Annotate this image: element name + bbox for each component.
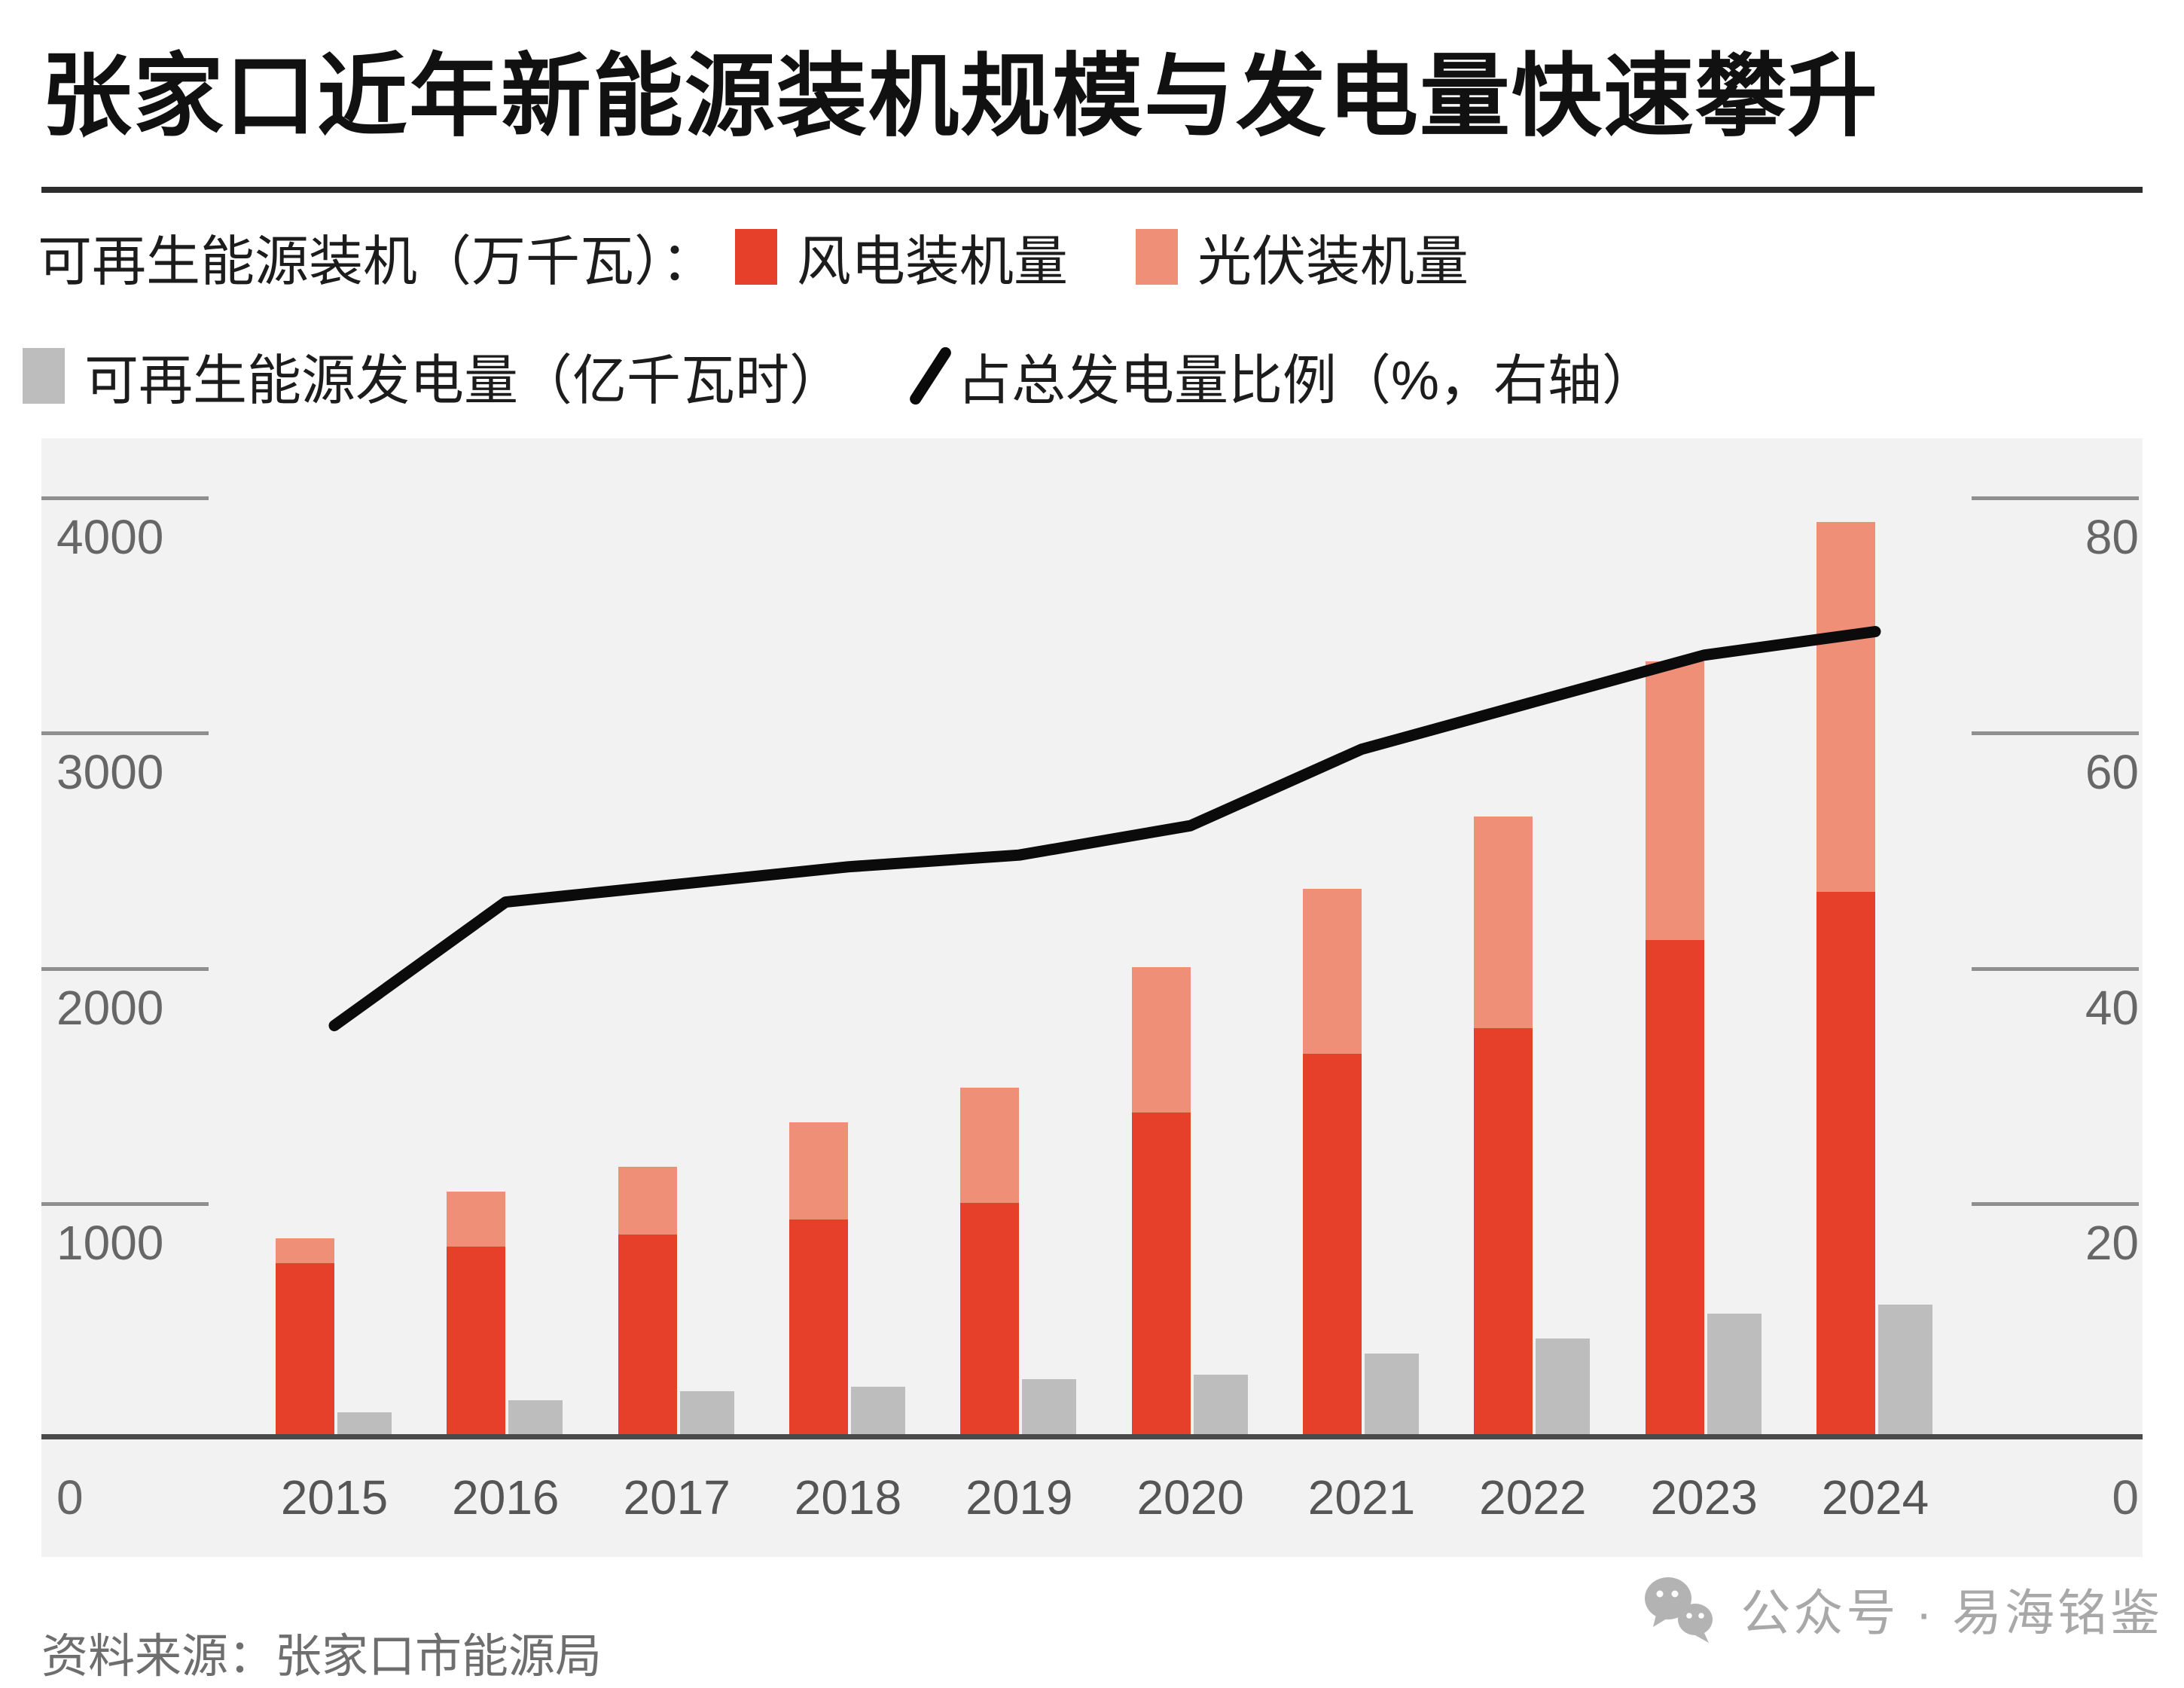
right-tick-60 bbox=[1972, 731, 2139, 736]
share-line-swatch-icon bbox=[907, 344, 953, 407]
bar-solar-2018 bbox=[788, 1122, 848, 1220]
right-tick-20 bbox=[1972, 1201, 2139, 1206]
x-axis-label-2023: 2023 bbox=[1650, 1470, 1758, 1525]
right-tick-label-20: 20 bbox=[2085, 1215, 2139, 1270]
bar-wind-2018 bbox=[788, 1219, 848, 1437]
solar-swatch-icon bbox=[1136, 228, 1179, 285]
legend-share-label: 占总发电量比例（%，右轴） bbox=[957, 351, 1657, 411]
bar-generation-2024 bbox=[1877, 1304, 1932, 1437]
bar-solar-2019 bbox=[960, 1088, 1020, 1204]
bar-wind-2017 bbox=[618, 1235, 677, 1437]
title-divider bbox=[41, 187, 2143, 193]
right-tick-80 bbox=[1972, 496, 2139, 500]
x-axis-label-2021: 2021 bbox=[1307, 1470, 1416, 1525]
bar-generation-2022 bbox=[1536, 1338, 1591, 1437]
generation-swatch-icon bbox=[23, 347, 65, 404]
bar-solar-2024 bbox=[1816, 522, 1875, 892]
left-tick-label-4000: 4000 bbox=[56, 510, 164, 564]
bar-solar-2017 bbox=[618, 1166, 677, 1235]
legend-solar-label: 光伏装机量 bbox=[1197, 232, 1469, 292]
bar-wind-2020 bbox=[1131, 1113, 1191, 1437]
wechat-icon bbox=[1645, 1577, 1713, 1643]
right-tick-40 bbox=[1972, 966, 2139, 971]
bar-generation-2020 bbox=[1193, 1374, 1248, 1437]
bar-solar-2022 bbox=[1474, 816, 1533, 1028]
bar-solar-2020 bbox=[1131, 966, 1191, 1113]
bar-solar-2023 bbox=[1645, 661, 1704, 940]
x-axis-line bbox=[41, 1434, 2143, 1439]
x-axis-label-2016: 2016 bbox=[452, 1470, 560, 1525]
legend-capacity-prefix: 可再生能源装机（万千瓦）： bbox=[38, 232, 716, 292]
source-note: 资料来源：张家口市能源局 bbox=[41, 1631, 602, 1683]
bar-generation-2015 bbox=[337, 1412, 392, 1437]
bar-solar-2021 bbox=[1302, 889, 1362, 1055]
x-axis-label-2017: 2017 bbox=[623, 1470, 731, 1525]
right-tick-label-0: 0 bbox=[2112, 1470, 2139, 1525]
wind-swatch-icon bbox=[735, 228, 778, 285]
x-axis-label-2020: 2020 bbox=[1136, 1470, 1244, 1525]
right-tick-label-60: 60 bbox=[2085, 745, 2139, 800]
legend-generation-label: 可再生能源发电量（亿千瓦时） bbox=[84, 351, 844, 411]
bar-generation-2016 bbox=[508, 1400, 563, 1437]
left-tick-label-0: 0 bbox=[56, 1470, 84, 1525]
bar-solar-2015 bbox=[276, 1238, 334, 1263]
x-axis-label-2019: 2019 bbox=[965, 1470, 1073, 1525]
left-tick-1000 bbox=[41, 1201, 209, 1206]
left-tick-2000 bbox=[41, 966, 209, 971]
bar-generation-2021 bbox=[1364, 1353, 1419, 1437]
page-title: 张家口近年新能源装机规模与发电量快速攀升 bbox=[41, 46, 1879, 147]
bar-generation-2023 bbox=[1707, 1314, 1762, 1437]
right-tick-label-40: 40 bbox=[2085, 980, 2139, 1035]
watermark: 公众号 · 易海铭鉴 bbox=[1640, 1573, 2163, 1645]
legend-row-generation: 可再生能源发电量（亿千瓦时） 占总发电量比例（%，右轴） bbox=[23, 336, 1656, 415]
left-tick-4000 bbox=[41, 496, 209, 500]
bar-solar-2016 bbox=[447, 1191, 506, 1247]
legend-row-capacity: 可再生能源装机（万千瓦）： 风电装机量 光伏装机量 bbox=[38, 217, 1469, 296]
bar-wind-2022 bbox=[1474, 1027, 1533, 1437]
bar-wind-2015 bbox=[276, 1262, 334, 1437]
x-axis-label-2018: 2018 bbox=[794, 1470, 902, 1525]
left-tick-3000 bbox=[41, 731, 209, 736]
left-tick-label-2000: 2000 bbox=[56, 980, 164, 1035]
bar-generation-2017 bbox=[679, 1390, 734, 1437]
right-tick-label-80: 80 bbox=[2085, 510, 2139, 564]
left-tick-label-3000: 3000 bbox=[56, 745, 164, 800]
bar-generation-2018 bbox=[850, 1386, 905, 1437]
x-axis-label-2022: 2022 bbox=[1479, 1470, 1587, 1525]
x-axis-label-2024: 2024 bbox=[1821, 1470, 1929, 1525]
bar-wind-2016 bbox=[447, 1247, 506, 1437]
bar-wind-2023 bbox=[1645, 939, 1704, 1437]
bar-wind-2019 bbox=[960, 1203, 1020, 1437]
legend-wind-label: 风电装机量 bbox=[797, 232, 1069, 292]
bar-generation-2019 bbox=[1022, 1379, 1077, 1437]
left-tick-label-1000: 1000 bbox=[56, 1215, 164, 1270]
x-axis-label-2015: 2015 bbox=[280, 1470, 389, 1525]
watermark-text: 公众号 · 易海铭鉴 bbox=[1740, 1585, 2163, 1641]
bar-wind-2021 bbox=[1302, 1054, 1362, 1437]
bar-wind-2024 bbox=[1816, 891, 1875, 1437]
